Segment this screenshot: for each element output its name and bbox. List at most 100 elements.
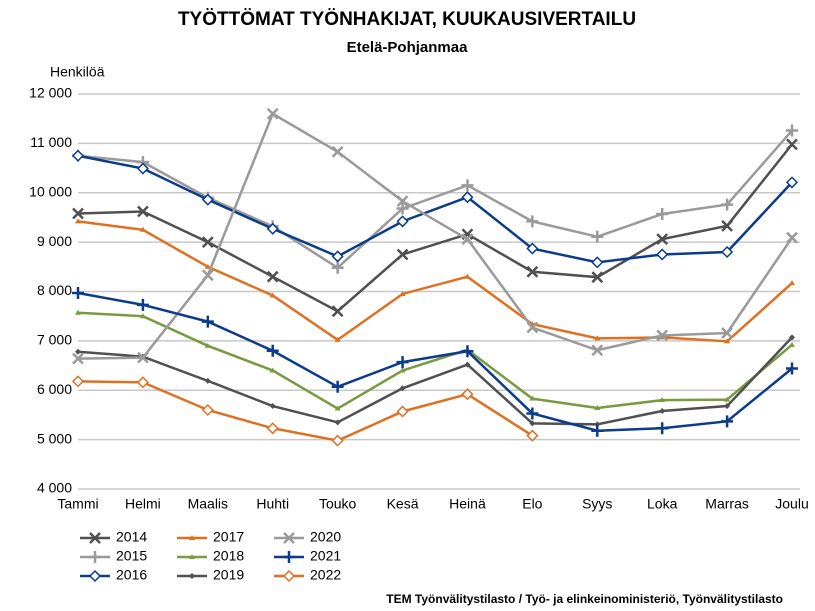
x-tick-label: Helmi [125,496,161,512]
legend-label: 2016 [116,567,147,583]
y-tick-label: 10 000 [29,183,72,199]
data-point [529,395,536,401]
data-point [204,263,211,269]
legend-label: 2017 [213,529,244,545]
legend-item: 2017 [177,529,244,545]
data-point [72,207,84,220]
data-point [331,261,344,274]
data-point [464,273,471,279]
data-point [591,256,604,269]
legend-item: 2020 [274,529,341,545]
data-point [334,336,341,342]
data-point [656,233,669,246]
data-point [399,290,406,296]
legend-marker [283,551,295,563]
legend-item: 2022 [274,567,341,583]
data-point [139,226,146,232]
data-point [789,341,795,347]
data-point [72,286,84,299]
data-point [75,309,81,315]
data-point [461,179,474,192]
data-point [399,385,406,392]
data-point [594,421,601,428]
legend-item: 2019 [177,567,244,583]
legend-item: 2016 [80,567,147,583]
data-point [724,396,731,402]
data-point [526,215,539,228]
data-point [136,376,149,389]
chart-subtitle: Etelä-Pohjanmaa [347,39,469,56]
x-tick-label: Touko [319,496,357,512]
data-point [786,231,798,244]
data-point [396,215,409,228]
data-point [659,407,666,414]
data-point [656,248,669,261]
legend-label: 2020 [310,529,341,545]
data-point [266,422,279,435]
data-point [201,193,214,206]
data-point [591,424,604,437]
data-point [656,329,669,342]
data-point [526,265,539,278]
legend-marker [88,569,102,583]
data-point [789,334,795,341]
data-point [396,356,409,369]
legend-item: 2014 [80,529,147,545]
data-point [785,176,799,189]
data-point [266,344,279,357]
data-point [266,222,279,235]
data-point [721,327,733,339]
data-point [331,305,344,318]
legend-marker [189,573,195,579]
x-tick-label: Kesä [387,496,419,512]
data-point [204,342,211,348]
data-point [526,429,539,442]
data-point [201,236,214,249]
data-point [139,313,146,319]
y-tick-label: 8 000 [37,282,72,298]
data-point [786,362,798,375]
data-point [201,315,214,328]
legend-label: 2014 [116,529,147,545]
x-tick-label: Maalis [188,496,228,512]
data-point [591,271,604,284]
series-line [77,129,793,270]
data-point [269,367,276,373]
legend-marker [189,554,195,559]
legend-label: 2022 [310,567,341,583]
x-tick-label: Tammi [57,496,98,512]
y-axis-label: Henkilöä [50,64,105,80]
y-tick-label: 4 000 [37,480,72,496]
x-tick-label: Syys [582,496,612,512]
data-point [136,162,149,175]
x-tick-label: Elo [522,496,542,512]
legend-label: 2018 [213,548,244,564]
data-point [591,344,604,357]
data-point [789,280,795,286]
data-point [269,403,276,410]
y-tick-label: 12 000 [29,85,72,101]
legend-marker [282,569,296,583]
series-line [77,380,534,442]
data-point [334,419,341,426]
data-point [461,191,474,204]
data-point [334,405,341,411]
series-line [77,154,793,264]
y-tick-label: 9 000 [37,233,72,249]
legend-label: 2019 [213,567,244,583]
data-point [464,361,471,368]
data-point [396,202,409,215]
data-point [786,124,798,137]
legend-item: 2021 [274,548,341,564]
data-point [529,420,536,427]
data-point [266,270,279,283]
y-tick-label: 7 000 [37,332,72,348]
data-point [724,403,731,410]
data-point [721,245,734,259]
data-point [266,107,279,120]
x-tick-label: Joulu [775,496,808,512]
y-tick-label: 6 000 [37,381,72,397]
data-point [461,233,474,246]
data-point [75,218,81,224]
data-point [72,352,84,365]
